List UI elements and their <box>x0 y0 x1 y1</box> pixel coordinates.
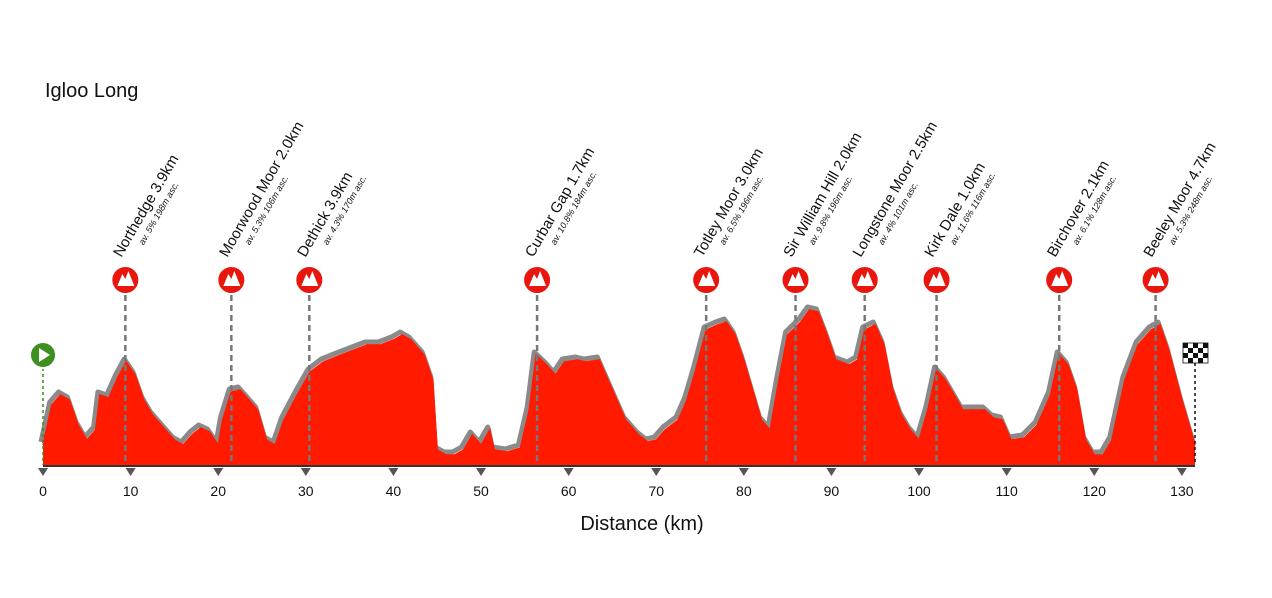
flag-cell <box>1198 353 1203 358</box>
climb-mountain <box>856 271 874 286</box>
profile-line <box>42 309 1196 456</box>
climb-mountain <box>1147 271 1165 286</box>
climb-name: Curbar Gap 1.7km <box>522 145 598 260</box>
x-tick <box>388 468 399 476</box>
climb-mountain <box>301 271 319 286</box>
x-tick <box>300 468 311 476</box>
flag-cell <box>1203 348 1208 353</box>
climb-mountain <box>698 271 716 286</box>
x-tick <box>1176 468 1187 476</box>
flag-cell <box>1193 353 1198 358</box>
x-tick-label: 60 <box>561 483 577 499</box>
x-tick <box>38 468 48 476</box>
flag-cell <box>1198 358 1203 363</box>
flag-cell <box>1188 353 1193 358</box>
flag-cell <box>1193 343 1198 348</box>
x-tick-label: 70 <box>648 483 664 499</box>
x-tick <box>738 468 749 476</box>
flag-cell <box>1193 348 1198 353</box>
flag-cell <box>1188 348 1193 353</box>
x-tick <box>213 468 224 476</box>
x-tick-label: 40 <box>386 483 402 499</box>
flag-cell <box>1198 348 1203 353</box>
flag-cell <box>1183 358 1188 363</box>
flag-cell <box>1203 358 1208 363</box>
x-tick-label: 30 <box>298 483 314 499</box>
climb-mountain <box>223 271 241 286</box>
climb-name: Sir William Hill 2.0km <box>780 130 865 260</box>
flag-cell <box>1188 343 1193 348</box>
x-tick-label: 90 <box>824 483 840 499</box>
climb-name: Moorwood Moor 2.0km <box>216 119 307 260</box>
finish-flag <box>1182 342 1209 364</box>
climb-mountain <box>787 271 805 286</box>
x-tick <box>476 468 487 476</box>
x-tick-label: 10 <box>123 483 139 499</box>
flag-cell <box>1193 358 1198 363</box>
flag-cell <box>1183 348 1188 353</box>
chart-title: Igloo Long <box>45 80 138 102</box>
x-tick <box>826 468 837 476</box>
x-tick-label: 80 <box>736 483 752 499</box>
flag-cell <box>1188 358 1193 363</box>
climb-mountain <box>529 271 547 286</box>
x-tick <box>125 468 136 476</box>
x-tick-label: 120 <box>1083 483 1107 499</box>
x-tick <box>1089 468 1100 476</box>
climb-name: Totley Moor 3.0km <box>691 145 767 260</box>
x-tick-label: 50 <box>473 483 489 499</box>
flag-cell <box>1203 343 1208 348</box>
flag-cell <box>1203 353 1208 358</box>
x-tick <box>914 468 925 476</box>
x-tick <box>1001 468 1012 476</box>
x-tick-label: 100 <box>907 483 931 499</box>
profile-area <box>43 310 1195 465</box>
climb-name: Beeley Moor 4.7km <box>1140 140 1219 260</box>
x-tick-label: 110 <box>995 483 1018 499</box>
flag-border <box>1182 342 1209 364</box>
x-tick-label: 130 <box>1170 483 1194 499</box>
x-tick <box>563 468 574 476</box>
x-tick <box>651 468 662 476</box>
start-arrow <box>39 348 50 362</box>
climb-mountain <box>928 271 946 286</box>
x-tick-label: 0 <box>39 483 47 499</box>
flag-cell <box>1183 343 1188 348</box>
flag-cell <box>1183 353 1188 358</box>
climb-mountain <box>117 271 135 286</box>
x-axis-label: Distance (km) <box>580 513 703 535</box>
flag-cell <box>1198 343 1203 348</box>
x-tick-label: 20 <box>210 483 226 499</box>
climb-mountain <box>1051 271 1069 286</box>
